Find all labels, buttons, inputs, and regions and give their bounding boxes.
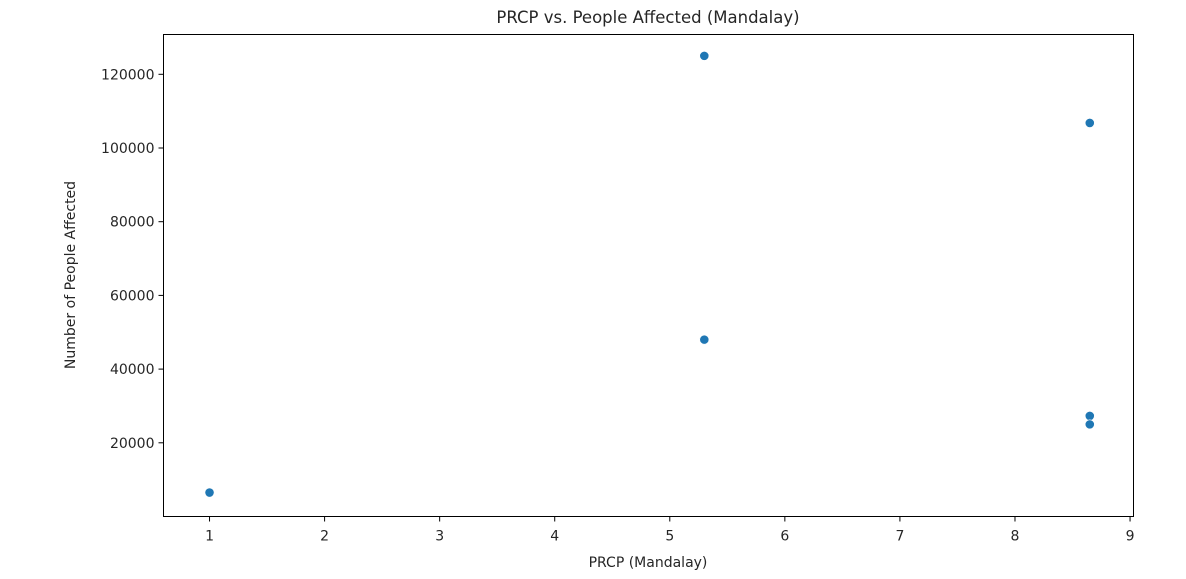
x-tick-label: 5	[665, 529, 674, 545]
y-axis-ticks: 20000 40000 60000 80000 100000 120000	[101, 67, 164, 452]
x-axis-label: PRCP (Mandalay)	[589, 555, 708, 571]
points-layer	[204, 50, 1095, 498]
y-tick-label: 80000	[110, 215, 155, 231]
scatter-point-2	[699, 334, 710, 345]
x-tick-label: 1	[205, 529, 214, 545]
chart-title: PRCP vs. People Affected (Mandalay)	[496, 8, 799, 27]
scatter-point-5	[1084, 419, 1095, 430]
y-tick-label: 100000	[101, 141, 154, 157]
y-axis-label: Number of People Affected	[63, 181, 79, 369]
x-tick-label: 2	[320, 529, 329, 545]
y-tick-label: 120000	[101, 67, 154, 83]
scatter-point-4	[1084, 410, 1095, 421]
x-tick-label: 6	[780, 529, 789, 545]
y-tick-label: 40000	[110, 362, 155, 378]
x-tick-label: 4	[550, 529, 559, 545]
x-tick-label: 9	[1126, 529, 1135, 545]
y-tick-label: 60000	[110, 288, 155, 304]
x-tick-label: 8	[1011, 529, 1020, 545]
scatter-point-0	[204, 487, 215, 498]
x-tick-label: 3	[435, 529, 444, 545]
scatter-point-1	[699, 50, 710, 61]
scatter-point-3	[1084, 118, 1095, 128]
y-tick-label: 20000	[110, 436, 155, 452]
x-tick-label: 7	[895, 529, 904, 545]
plot-frame	[163, 34, 1134, 517]
x-axis-ticks: 1 2 3 4 5 6 7 8 9	[205, 516, 1135, 545]
